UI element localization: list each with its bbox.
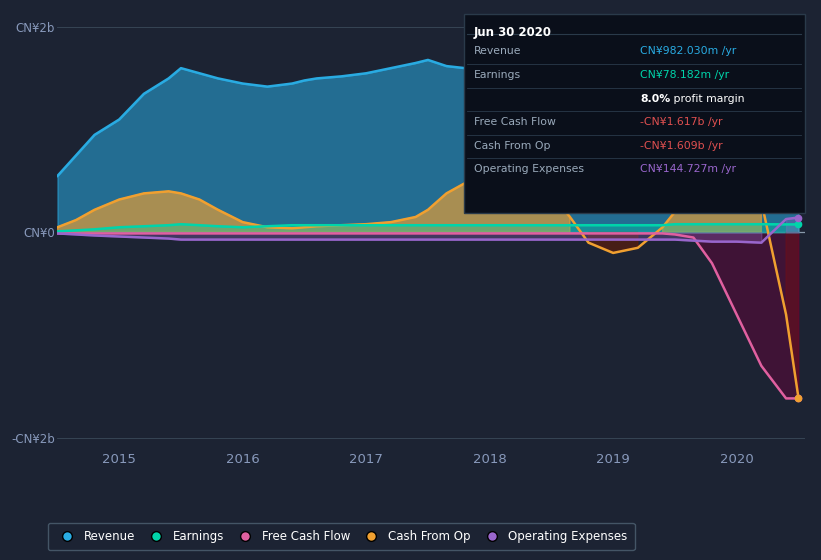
Text: Earnings: Earnings bbox=[474, 70, 521, 80]
Text: Cash From Op: Cash From Op bbox=[474, 141, 550, 151]
Text: Free Cash Flow: Free Cash Flow bbox=[474, 117, 556, 127]
Text: -CN¥1.617b /yr: -CN¥1.617b /yr bbox=[640, 117, 722, 127]
Text: profit margin: profit margin bbox=[670, 94, 745, 104]
Legend: Revenue, Earnings, Free Cash Flow, Cash From Op, Operating Expenses: Revenue, Earnings, Free Cash Flow, Cash … bbox=[48, 522, 635, 550]
Text: CN¥144.727m /yr: CN¥144.727m /yr bbox=[640, 164, 736, 174]
Text: CN¥982.030m /yr: CN¥982.030m /yr bbox=[640, 46, 736, 57]
Text: -CN¥1.609b /yr: -CN¥1.609b /yr bbox=[640, 141, 723, 151]
Text: Revenue: Revenue bbox=[474, 46, 521, 57]
Text: Jun 30 2020: Jun 30 2020 bbox=[474, 26, 552, 39]
Text: CN¥78.182m /yr: CN¥78.182m /yr bbox=[640, 70, 730, 80]
Text: Operating Expenses: Operating Expenses bbox=[474, 164, 584, 174]
Text: 8.0%: 8.0% bbox=[640, 94, 671, 104]
